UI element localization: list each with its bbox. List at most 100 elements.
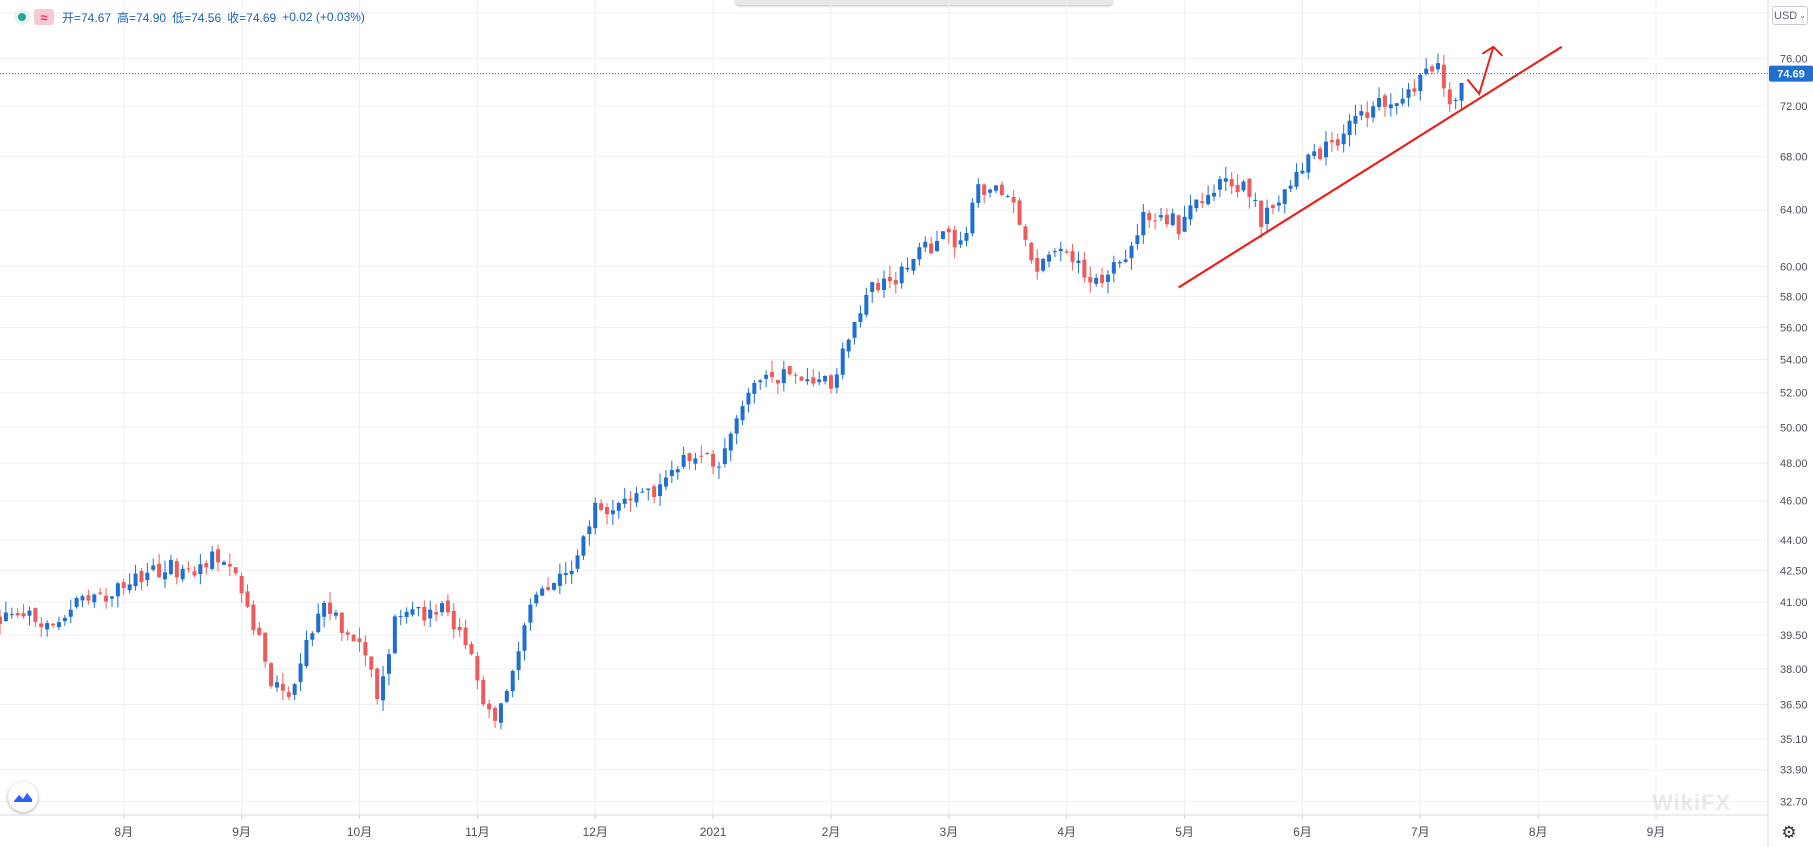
candle-up xyxy=(392,616,397,654)
chart-logo-icon xyxy=(14,793,32,802)
candle-up xyxy=(428,609,433,619)
candle-down xyxy=(233,567,238,574)
candle-up xyxy=(834,374,839,388)
candle-down xyxy=(1259,200,1264,227)
candle-down xyxy=(227,563,232,567)
candle-down xyxy=(481,679,486,705)
candle-up xyxy=(3,612,8,622)
candle-down xyxy=(1412,88,1417,92)
tradingview-logo-icon[interactable] xyxy=(8,782,38,812)
candle-up xyxy=(899,266,904,284)
candle-down xyxy=(98,592,103,594)
candle-down xyxy=(811,377,816,384)
candle-down xyxy=(1100,274,1105,283)
candle-down xyxy=(216,549,221,563)
candle-up xyxy=(658,484,663,496)
candle-up xyxy=(1347,120,1352,135)
candle-up xyxy=(115,583,120,597)
gear-icon[interactable]: ⚙ xyxy=(1781,823,1797,842)
candle-up xyxy=(970,202,975,234)
price-tick-label: 56.00 xyxy=(1780,322,1808,334)
candle-down xyxy=(687,453,692,462)
candle-down xyxy=(946,228,951,233)
candle-down xyxy=(887,276,892,282)
candle-up xyxy=(1047,254,1052,262)
candle-up xyxy=(1294,171,1299,187)
candle-down xyxy=(1070,251,1075,262)
price-tick-label: 38.00 xyxy=(1780,664,1808,676)
currency-selector[interactable]: USD ⌄ xyxy=(1772,6,1808,25)
candle-up xyxy=(1265,207,1270,225)
candle-up xyxy=(1453,99,1458,102)
candle-up xyxy=(1129,245,1134,259)
candle-up xyxy=(958,240,963,245)
candle-up xyxy=(840,348,845,375)
candle-down xyxy=(982,184,987,195)
candle-up xyxy=(145,572,150,581)
candle-up xyxy=(734,418,739,434)
candle-down xyxy=(263,632,268,662)
candle-up xyxy=(781,369,786,384)
wave-icon[interactable]: ≈ xyxy=(34,9,54,25)
candle-up xyxy=(1400,98,1405,104)
candle-up xyxy=(1005,196,1010,198)
candle-up xyxy=(210,551,215,569)
candle-up xyxy=(292,684,297,695)
time-tick-label: 12月 xyxy=(583,825,608,839)
candle-up xyxy=(935,240,940,252)
status-dot-icon[interactable] xyxy=(14,9,30,25)
candle-down xyxy=(1082,259,1087,278)
candle-down xyxy=(469,644,474,655)
ohlc-legend: ≈ 开=74.67 高=74.90 低=74.56 收=74.69 +0.02 … xyxy=(14,7,365,27)
candle-down xyxy=(15,612,20,616)
candle-up xyxy=(905,267,910,270)
candle-down xyxy=(363,642,368,656)
price-tick-label: 36.50 xyxy=(1780,700,1808,712)
candle-down xyxy=(269,663,274,687)
grid-lines xyxy=(0,0,1768,815)
candle-up xyxy=(551,583,556,590)
candle-up xyxy=(610,510,615,515)
candle-down xyxy=(39,623,44,628)
candle-down xyxy=(280,683,285,691)
candle-up xyxy=(1418,74,1423,92)
price-tick-label: 68.00 xyxy=(1780,151,1808,163)
candle-down xyxy=(1035,258,1040,272)
candle-down xyxy=(1017,200,1022,225)
drawings[interactable] xyxy=(1178,45,1563,289)
candle-down xyxy=(1229,178,1234,187)
candle-up xyxy=(440,603,444,613)
candle-up xyxy=(1041,258,1046,271)
chevron-down-icon: ⌄ xyxy=(1799,11,1806,20)
candle-up xyxy=(1300,170,1305,174)
candle-up xyxy=(1424,68,1429,74)
candle-up xyxy=(852,321,857,338)
candle-up xyxy=(1076,260,1081,264)
candle-down xyxy=(357,638,362,643)
candle-down xyxy=(929,243,934,254)
candle-down xyxy=(999,184,1004,196)
candle-up xyxy=(940,231,945,239)
candle-up xyxy=(127,584,132,591)
candle-up xyxy=(381,676,386,701)
candle-up xyxy=(27,610,32,616)
candle-down xyxy=(21,613,26,617)
candle-up xyxy=(151,565,156,570)
price-tick-label: 44.00 xyxy=(1780,535,1808,547)
legend-change: +0.02 (+0.03%) xyxy=(282,10,365,24)
candle-up xyxy=(569,570,574,575)
candle-up xyxy=(557,573,562,586)
candle-down xyxy=(245,591,250,607)
candle-up xyxy=(498,703,503,723)
candle-up xyxy=(310,633,315,640)
price-tick-label: 64.00 xyxy=(1780,205,1808,217)
candle-down xyxy=(1447,89,1452,105)
candle-up xyxy=(823,376,828,382)
candle-down xyxy=(628,498,633,501)
candle-up xyxy=(805,379,810,382)
time-tick-label: 4月 xyxy=(1057,825,1076,839)
top-toolbar-tab[interactable] xyxy=(735,0,1113,5)
candle-down xyxy=(0,616,2,625)
candle-up xyxy=(1170,213,1175,225)
